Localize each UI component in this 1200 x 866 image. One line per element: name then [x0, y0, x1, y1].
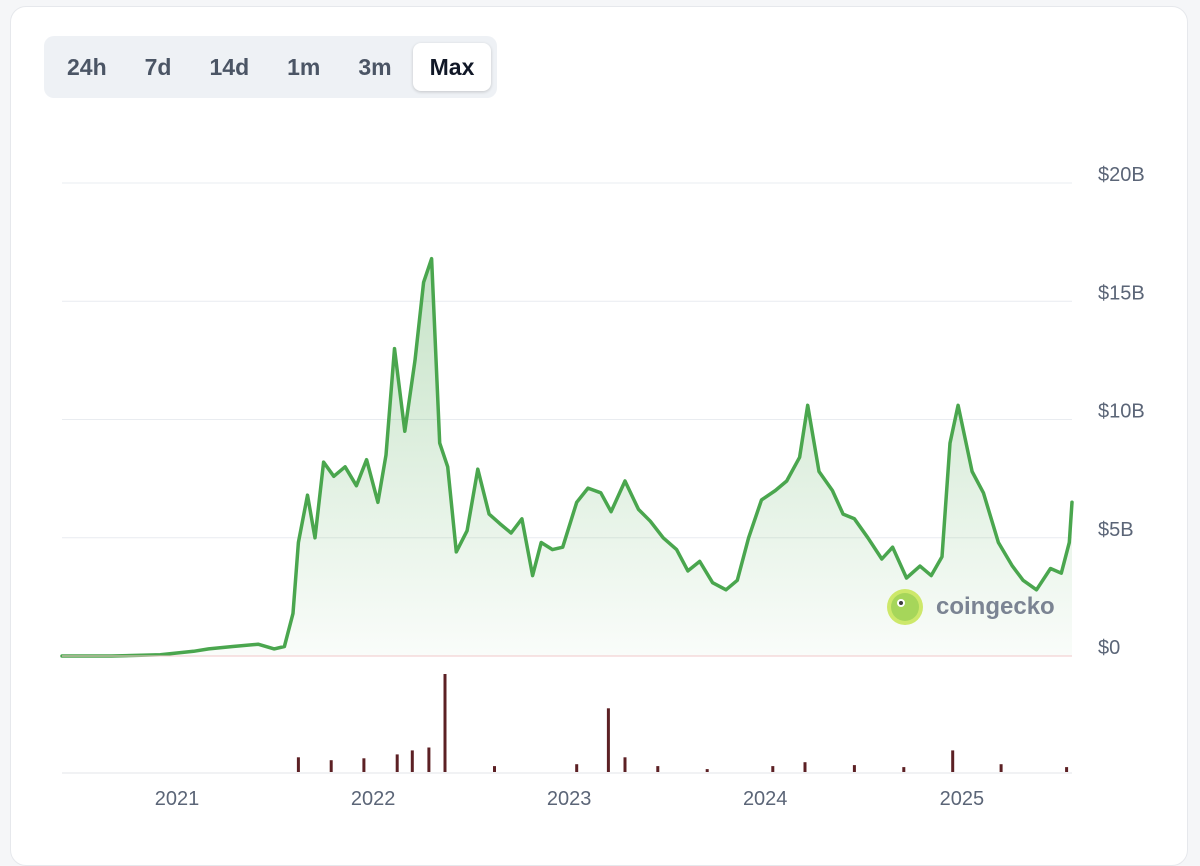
volume-bar: [951, 750, 955, 772]
y-axis: $0 $5B $10B $15B $20B: [1098, 164, 1145, 659]
y-tick-label: $20B: [1098, 164, 1145, 186]
market-cap-chart[interactable]: $0 $5B $10B $15B $20B 2021 2022 2023 2024 2025 c…: [0, 0, 1200, 844]
x-tick-label: 2024: [743, 788, 788, 810]
volume-bar: [410, 750, 414, 772]
price-area-fill: [62, 258, 1072, 656]
volume-bar: [606, 708, 610, 772]
volume-bar: [902, 767, 906, 772]
y-tick-label: $15B: [1098, 282, 1145, 304]
time-range-selector: 24h 7d 14d 1m 3m Max: [44, 36, 498, 98]
chart-card: [10, 6, 1188, 866]
tab-3m[interactable]: 3m: [358, 53, 392, 80]
volume-bar: [575, 764, 579, 772]
volume-bar: [427, 747, 431, 772]
volume-bar: [493, 766, 496, 772]
y-tick-label: $5B: [1098, 519, 1134, 541]
volume-bar: [296, 757, 300, 772]
volume-bar: [705, 769, 709, 772]
volume-bar: [362, 758, 366, 772]
volume-bar: [803, 762, 807, 772]
volume-bar: [329, 760, 333, 772]
x-tick-label: 2023: [547, 788, 592, 810]
x-tick-label: 2021: [155, 788, 200, 810]
volume-bar: [395, 754, 399, 772]
tab-24h[interactable]: 24h: [67, 53, 107, 80]
tab-1m[interactable]: 1m: [287, 53, 321, 80]
y-tick-label: $10B: [1098, 401, 1145, 423]
tab-7d[interactable]: 7d: [144, 53, 172, 80]
tab-max[interactable]: Max: [412, 43, 492, 91]
volume-bar: [656, 766, 660, 772]
volume-bar: [443, 674, 447, 772]
volume-bar: [852, 765, 856, 772]
volume-bar: [771, 766, 775, 772]
volume-bar: [999, 764, 1003, 772]
gridlines: [62, 182, 1072, 539]
tab-14d[interactable]: 14d: [209, 53, 250, 80]
volume-bar: [623, 757, 627, 772]
coingecko-logo-icon: [887, 589, 923, 625]
volume-bar: [1065, 767, 1069, 772]
volume-bars: [296, 674, 1069, 772]
x-axis: 2021 2022 2023 2024 2025: [155, 788, 984, 810]
coingecko-watermark: coingecko: [887, 589, 1055, 625]
x-tick-label: 2022: [351, 788, 396, 810]
x-tick-label: 2025: [940, 788, 985, 810]
price-line-series: [60, 256, 1074, 658]
y-tick-label: $0: [1098, 637, 1120, 659]
watermark-text: coingecko: [936, 593, 1055, 620]
